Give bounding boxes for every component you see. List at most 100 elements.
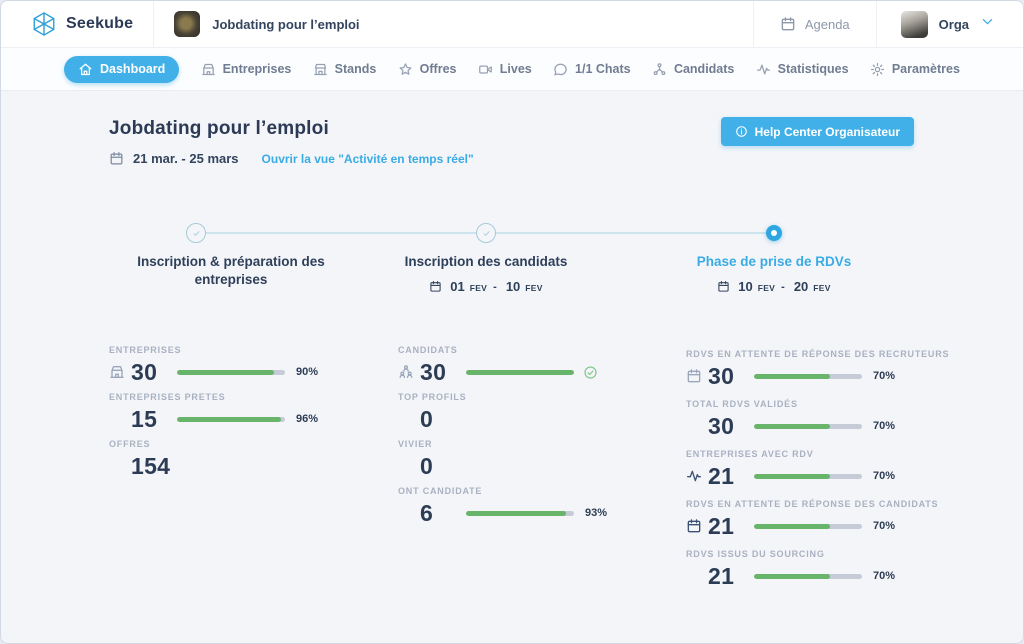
event-date-range: 21 mar. - 25 mars [133, 151, 239, 166]
progress-bar-fill [754, 423, 830, 429]
stat-value: 21 [708, 562, 735, 589]
pulse-icon [686, 468, 708, 484]
step-date-part: FEV [757, 282, 776, 293]
stat-label: ONT CANDIDATE [398, 486, 483, 496]
calendar-icon [686, 518, 702, 534]
event-title: Jobdating pour l’emploi [212, 16, 360, 32]
stat-value-row: 30 70% [686, 413, 938, 439]
event-avatar [174, 11, 201, 37]
nav-item-label: Offres [419, 62, 457, 76]
event-header: Jobdating pour l’emploi [154, 11, 379, 37]
pulse-icon [686, 468, 702, 484]
stat-percent: 70% [873, 470, 896, 482]
check-icon [191, 228, 202, 239]
nav-item-statistiques[interactable]: Statistiques [756, 56, 849, 83]
stats-icon [756, 62, 771, 77]
building-icon [109, 364, 131, 380]
progress-bar [754, 573, 862, 579]
stat-value: 0 [420, 405, 434, 432]
enterprise-icon [201, 62, 216, 77]
stats-column-rdvs: RDVS EN ATTENTE DE RÉPONSE DES RECRUTEUR… [686, 349, 949, 599]
stat-value-row: 0 [398, 405, 683, 432]
nav-item-1-1-chats[interactable]: 1/1 Chats [553, 56, 631, 83]
building-icon [109, 364, 125, 380]
chevron-wrap [980, 14, 995, 34]
dashboard-content: Jobdating pour l’emploi 21 mar. - 25 mar… [1, 91, 1023, 643]
progress-bar [754, 373, 862, 379]
realtime-view-link[interactable]: Ouvrir la vue "Activité en temps réel" [261, 151, 474, 166]
stat-top-profils: TOP PROFILS 0 [398, 392, 683, 439]
stats-column-candidats: CANDIDATS 30 TOP PROFILS 0 VIVIER 0 ONT CANDID… [398, 345, 683, 533]
nav-item-label: 1/1 Chats [575, 62, 631, 76]
step-date-range: 10 FEV -20 FEV [654, 279, 894, 294]
nav-item-entreprises[interactable]: Entreprises [201, 56, 292, 83]
header-divider [875, 1, 877, 47]
nav-item-label: Lives [499, 62, 532, 76]
nav-item-label: Stands [334, 62, 377, 76]
stat-offres: OFFRES 154 [109, 439, 394, 486]
people-icon [398, 364, 420, 380]
progress-bar-fill [754, 573, 830, 579]
stat-value: 154 [131, 452, 171, 479]
page-title: Jobdating pour l’emploi [109, 118, 329, 139]
progress-bar [754, 423, 862, 429]
step-date-part: 10 [505, 279, 521, 294]
header-divider [153, 1, 155, 47]
step-inscription-des-candidats: Inscription des candidats 01 FEV -10 FEV [366, 253, 606, 294]
step-date-range: 01 FEV -10 FEV [366, 279, 606, 294]
step-date-part: 01 [450, 279, 465, 294]
stat-label: ENTREPRISES [109, 345, 182, 355]
nav-item-candidats[interactable]: Candidats [652, 56, 734, 83]
nav-item-dashboard[interactable]: Dashboard [64, 55, 180, 83]
nav-item-lives[interactable]: Lives [478, 56, 532, 83]
nav-item-offres[interactable]: Offres [398, 56, 457, 83]
progress-bar-fill [466, 510, 567, 516]
calendar-icon [109, 151, 124, 166]
stat-value-row: 21 70% [686, 512, 938, 539]
agenda-button[interactable]: Agenda [754, 16, 876, 32]
stat-percent: 70% [873, 420, 896, 432]
stat-entreprises-avec-rdv: ENTREPRISES AVEC RDV 21 70% [686, 449, 938, 499]
agenda-label: Agenda [804, 16, 850, 32]
progress-bar [177, 369, 285, 375]
top-header: Seekube Jobdating pour l’emploi Agenda O… [1, 1, 1023, 48]
stat-percent: 96% [296, 413, 319, 425]
event-date-row: 21 mar. - 25 mars Ouvrir la vue "Activit… [109, 151, 474, 166]
step-date-part: 20 [793, 279, 809, 294]
progress-bar [754, 523, 862, 529]
stat-value: 21 [708, 512, 735, 539]
user-menu[interactable]: Orga [877, 10, 1023, 38]
check-circle-icon [583, 365, 598, 380]
step-date-part: - [493, 280, 497, 293]
stat-total-rdvs-valid-s: TOTAL RDVS VALIDÉS 30 70% [686, 399, 938, 449]
stat-candidats: CANDIDATS 30 [398, 345, 683, 392]
stats-column-entreprises: ENTREPRISES 30 90% ENTREPRISES PRETES 15 96% O… [109, 345, 394, 486]
progress-bar [754, 473, 862, 479]
stat-value-row: 0 [398, 453, 683, 479]
stat-value-row: 15 96% [109, 406, 394, 432]
step-date-part: - [781, 280, 785, 293]
stat-label: TOTAL RDVS VALIDÉS [686, 399, 798, 409]
stat-rdvs-en-attente-de-r-ponse-des-recruteurs: RDVS EN ATTENTE DE RÉPONSE DES RECRUTEUR… [686, 349, 949, 399]
stat-percent: 70% [873, 520, 896, 532]
nav-item-label: Entreprises [222, 62, 292, 76]
calendar-icon [686, 518, 708, 534]
chat-icon [553, 62, 568, 77]
stat-rdvs-issus-du-sourcing: RDVS ISSUS DU SOURCING 21 70% [686, 549, 938, 599]
brand[interactable]: Seekube [1, 11, 153, 37]
home-icon [78, 62, 93, 77]
help-center-button[interactable]: Help Center Organisateur [720, 117, 914, 146]
stat-value: 30 [708, 362, 735, 389]
nav-item-label: Candidats [673, 62, 735, 76]
stat-value-row: 21 70% [686, 463, 938, 489]
progress-bar [177, 416, 285, 422]
calendar-icon [686, 368, 702, 384]
nav-item-param-tres[interactable]: Paramètres [870, 56, 960, 83]
nav-item-stands[interactable]: Stands [313, 56, 377, 83]
progress-bar-fill [177, 416, 281, 422]
stat-percent: 70% [873, 370, 896, 382]
stand-icon [313, 62, 328, 77]
progress-bar-fill [754, 473, 830, 479]
user-name: Orga [938, 16, 969, 32]
